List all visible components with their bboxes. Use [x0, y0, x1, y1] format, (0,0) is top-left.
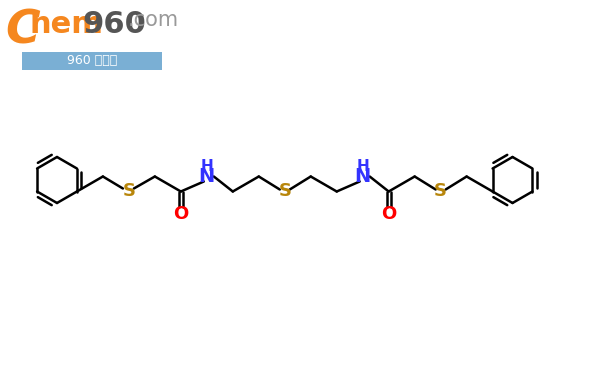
Text: .com: .com	[128, 10, 179, 30]
Text: N: N	[355, 167, 371, 186]
Text: C: C	[5, 8, 39, 53]
Text: H: H	[200, 159, 213, 174]
Text: O: O	[173, 205, 189, 223]
FancyBboxPatch shape	[22, 52, 162, 70]
Text: S: S	[122, 183, 136, 201]
Text: S: S	[434, 183, 447, 201]
Text: O: O	[381, 205, 396, 223]
Text: N: N	[198, 167, 215, 186]
Text: 960: 960	[82, 10, 146, 39]
Text: H: H	[356, 159, 369, 174]
Text: hem: hem	[30, 10, 104, 39]
Text: 960 化工网: 960 化工网	[67, 54, 117, 68]
Text: S: S	[278, 183, 291, 201]
FancyBboxPatch shape	[2, 5, 164, 70]
